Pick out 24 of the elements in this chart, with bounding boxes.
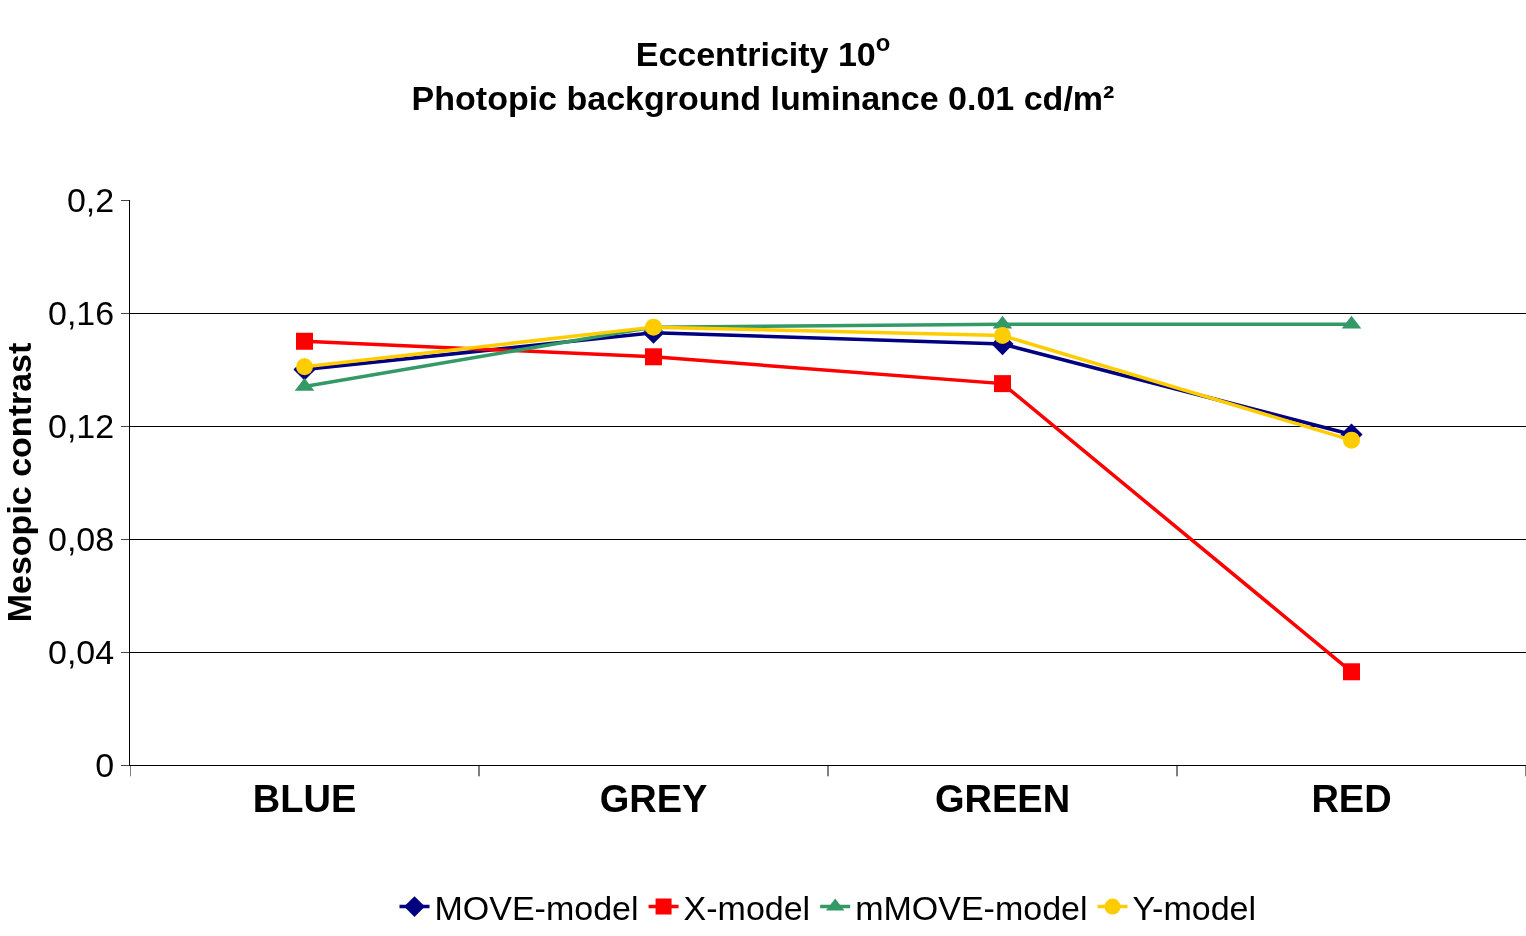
point: [296, 332, 313, 350]
x-tick-label: RED: [1311, 777, 1392, 820]
chart-title: Eccentricity 10$^{o}$ Photopic background luminance 0.01 cd/m²: [411, 29, 1115, 117]
point: [994, 375, 1011, 393]
y-axis-title: Mesopic contrast: [0, 342, 38, 623]
point: [994, 327, 1011, 345]
y-tick-label: 0,04: [48, 632, 115, 671]
y-tick-label: 0,16: [48, 293, 115, 332]
legend-label: X-model: [683, 888, 811, 927]
y-tick-label: 0,12: [48, 406, 115, 445]
legend-label: mMOVE-model: [855, 888, 1088, 927]
y-tick-label: 0,2: [66, 180, 115, 219]
point: [645, 348, 662, 366]
x-tick-label: GREY: [599, 777, 708, 820]
y-tick-label: 0: [95, 745, 115, 784]
y-tick-label: 0,08: [48, 519, 115, 558]
point: [1343, 431, 1360, 449]
legend-label: MOVE-model: [434, 888, 639, 927]
point: [645, 318, 662, 336]
x-tick-label: GREEN: [934, 777, 1071, 820]
point: [1343, 663, 1360, 681]
x-tick-label: BLUE: [252, 777, 357, 820]
point: [296, 358, 313, 376]
legend-label: Y-model: [1132, 888, 1257, 927]
